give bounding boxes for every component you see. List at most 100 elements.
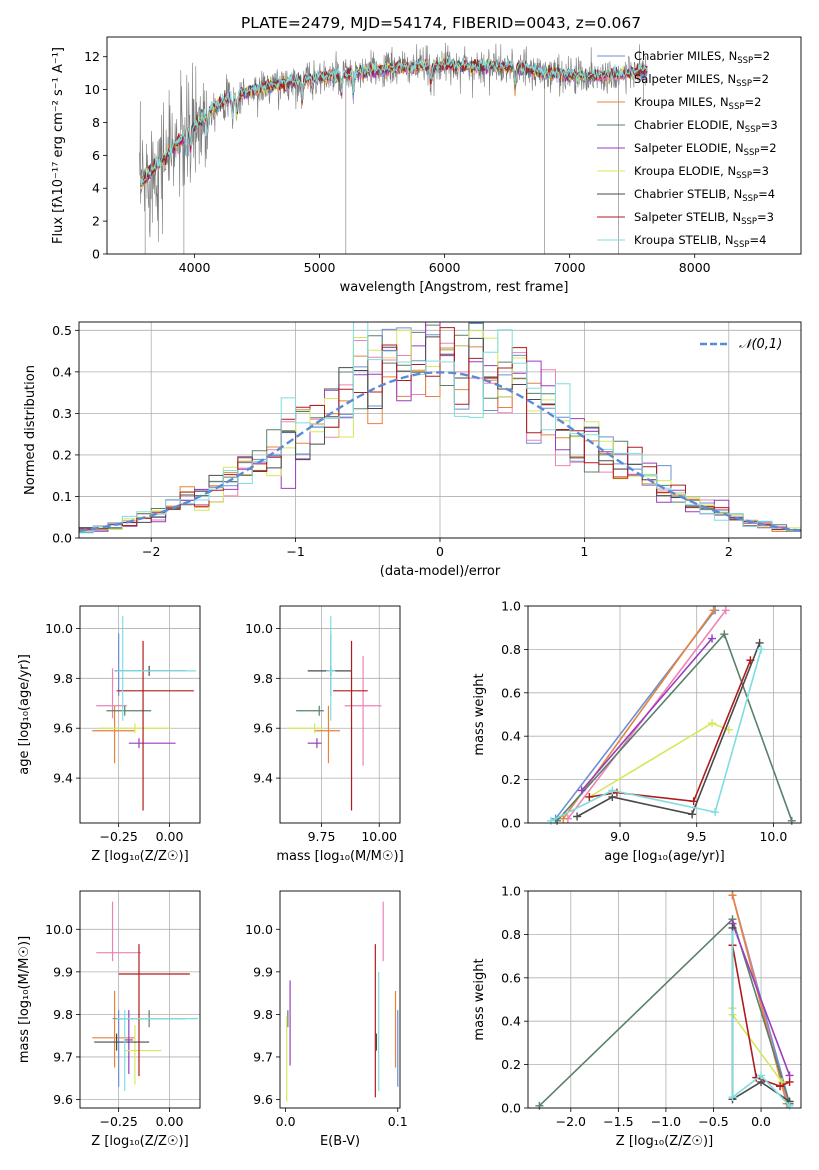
residuals-panel: −2 −1 0 1 2 0.0 0.1 0.2 0.3 0.4 0.5 (data-model)/er… xyxy=(23,321,802,579)
legend-entry: Chabrier STELIB, NSSP=4 xyxy=(634,187,775,204)
age_weight-grid xyxy=(528,605,801,824)
weight-marker xyxy=(608,786,617,795)
legend-entry: Kroupa ELODIE, NSSP=3 xyxy=(634,164,769,181)
x-tick-label: 5000 xyxy=(304,260,336,275)
residuals-frame xyxy=(78,321,802,539)
weight-line-kroupa_stelib xyxy=(550,649,762,822)
weight-marker xyxy=(559,814,568,823)
gaussian-curve xyxy=(79,371,801,532)
y-tick-label: 0.3 xyxy=(52,406,72,421)
legend-entry: Salpeter STELIB, NSSP=3 xyxy=(634,210,774,227)
age_weight-y-axis-label: mass weight xyxy=(472,673,487,755)
weight-marker xyxy=(535,1101,544,1110)
y-tick-label: 9.6 xyxy=(53,721,73,736)
x-tick-label: −1.5 xyxy=(603,1114,633,1129)
point-chabrier_stelib xyxy=(94,1033,150,1051)
y-tick-label: 0.8 xyxy=(501,642,521,657)
z_age-y-axis-label: age [log₁₀(age/yr)] xyxy=(17,654,32,775)
y-tick-label: 10.0 xyxy=(45,621,73,636)
weight-marker xyxy=(785,1077,794,1086)
weight-marker xyxy=(785,1101,794,1110)
y-tick-label: 9.7 xyxy=(253,1049,273,1064)
point-salpeter_miles xyxy=(96,668,127,719)
weight-line-kroupa_miles xyxy=(562,609,715,820)
legend-entry: Salpeter ELODIE, NSSP=2 xyxy=(634,141,777,158)
weight-marker xyxy=(585,792,594,801)
x-tick-label: −1 xyxy=(286,544,304,559)
legend-entry: Kroupa STELIB, NSSP=4 xyxy=(634,233,766,250)
age_weight-frame xyxy=(527,605,802,824)
weight-marker xyxy=(757,645,766,654)
mass_age-plot-area xyxy=(286,615,382,811)
y-tick-label: 0.4 xyxy=(52,364,72,379)
age_weight-plot-area xyxy=(547,606,796,825)
mass_age-panel: 9.75 10.00 9.4 9.6 9.8 10.0 mass [log₁₀(M/M☉)] xyxy=(245,605,404,864)
x-tick-label: 10.00 xyxy=(361,829,397,844)
point-kroupa_elodie xyxy=(98,723,172,734)
spectrum-plot-area xyxy=(139,42,648,254)
gaussian-legend-label: 𝒩(0,1) xyxy=(739,337,782,352)
y-tick-label: 10.0 xyxy=(245,922,273,937)
y-tick-label: 0.8 xyxy=(501,927,521,942)
x-tick-label: 4000 xyxy=(179,260,211,275)
y-tick-label: 9.7 xyxy=(53,1049,73,1064)
weight-line-kroupa_miles xyxy=(731,895,788,1104)
z_weight-y-axis-label: mass weight xyxy=(472,958,487,1040)
y-tick-label: 0.5 xyxy=(52,323,72,338)
z_mass-grid xyxy=(80,891,200,1108)
histogram-kroupa_stelib xyxy=(79,322,801,538)
y-tick-label: 9.4 xyxy=(53,771,73,786)
weight-marker xyxy=(728,930,737,939)
weight-line-salpeter_stelib xyxy=(731,945,790,1088)
point-kroupa_elodie xyxy=(124,1025,162,1085)
residuals-x-axis-label: (data-model)/error xyxy=(380,564,501,579)
weight-marker xyxy=(711,808,720,817)
y-tick-label: 0.6 xyxy=(501,970,521,985)
x-tick-label: 9.5 xyxy=(687,829,707,844)
x-tick-label: 9.0 xyxy=(610,829,630,844)
y-tick-label: 9.8 xyxy=(253,671,273,686)
weight-marker xyxy=(547,816,556,825)
mass_age-frame xyxy=(279,605,401,824)
age_weight-panel: 9.0 9.5 10.0 0.0 0.2 0.4 0.6 0.8 1.0 age [log₁₀(a… xyxy=(472,599,802,864)
point-salpeter_stelib xyxy=(116,640,194,811)
weight-marker xyxy=(757,1071,766,1080)
weight-marker xyxy=(728,1093,737,1102)
y-tick-label: 9.6 xyxy=(253,721,273,736)
point-chabrier_miles xyxy=(114,633,123,696)
y-tick-label: 0.4 xyxy=(501,729,521,744)
x-tick-label: 0.0 xyxy=(276,1114,296,1129)
x-tick-label: 0.00 xyxy=(156,829,184,844)
weight-marker xyxy=(688,810,697,819)
point-salpeter_miles xyxy=(344,655,382,766)
point-salpeter_elodie xyxy=(307,738,322,749)
ebv_mass-frame xyxy=(279,890,401,1109)
figure-title: PLATE=2479, MJD=54174, FIBERID=0043, z=0… xyxy=(241,14,641,32)
point-salpeter_stelib xyxy=(333,640,368,811)
weight-line-kroupa_stelib xyxy=(731,934,791,1107)
y-tick-label: 0.6 xyxy=(501,685,521,700)
x-tick-label: 1 xyxy=(580,544,588,559)
weight-marker xyxy=(776,1082,785,1091)
legend-entry: Salpeter MILES, NSSP=2 xyxy=(634,72,769,89)
spectrum-legend: Chabrier MILES, NSSP=2 Salpeter MILES, NS… xyxy=(597,49,778,250)
y-tick-label: 0.0 xyxy=(501,1101,521,1116)
y-tick-label: 9.6 xyxy=(53,1092,73,1107)
z_weight-frame xyxy=(527,890,802,1109)
y-tick-label: 9.8 xyxy=(53,1007,73,1022)
weight-line-kroupa_elodie xyxy=(588,722,730,798)
y-tick-label: 10.0 xyxy=(245,621,273,636)
point-kroupa_stelib xyxy=(326,615,336,721)
x-tick-label: −2.0 xyxy=(556,1114,586,1129)
z_mass-x-axis-label: Z [log₁₀(Z/Z☉)] xyxy=(91,1134,188,1149)
x-tick-label: 0 xyxy=(436,544,444,559)
mass_age-grid xyxy=(280,606,400,823)
weight-marker xyxy=(708,634,717,643)
z_age-frame xyxy=(79,605,201,824)
weight-marker xyxy=(708,719,717,728)
point-salpeter_miles xyxy=(96,901,142,962)
z_age-plot-area xyxy=(92,615,196,811)
point-kroupa_miles xyxy=(92,705,135,764)
x-tick-label: 10.0 xyxy=(759,829,787,844)
